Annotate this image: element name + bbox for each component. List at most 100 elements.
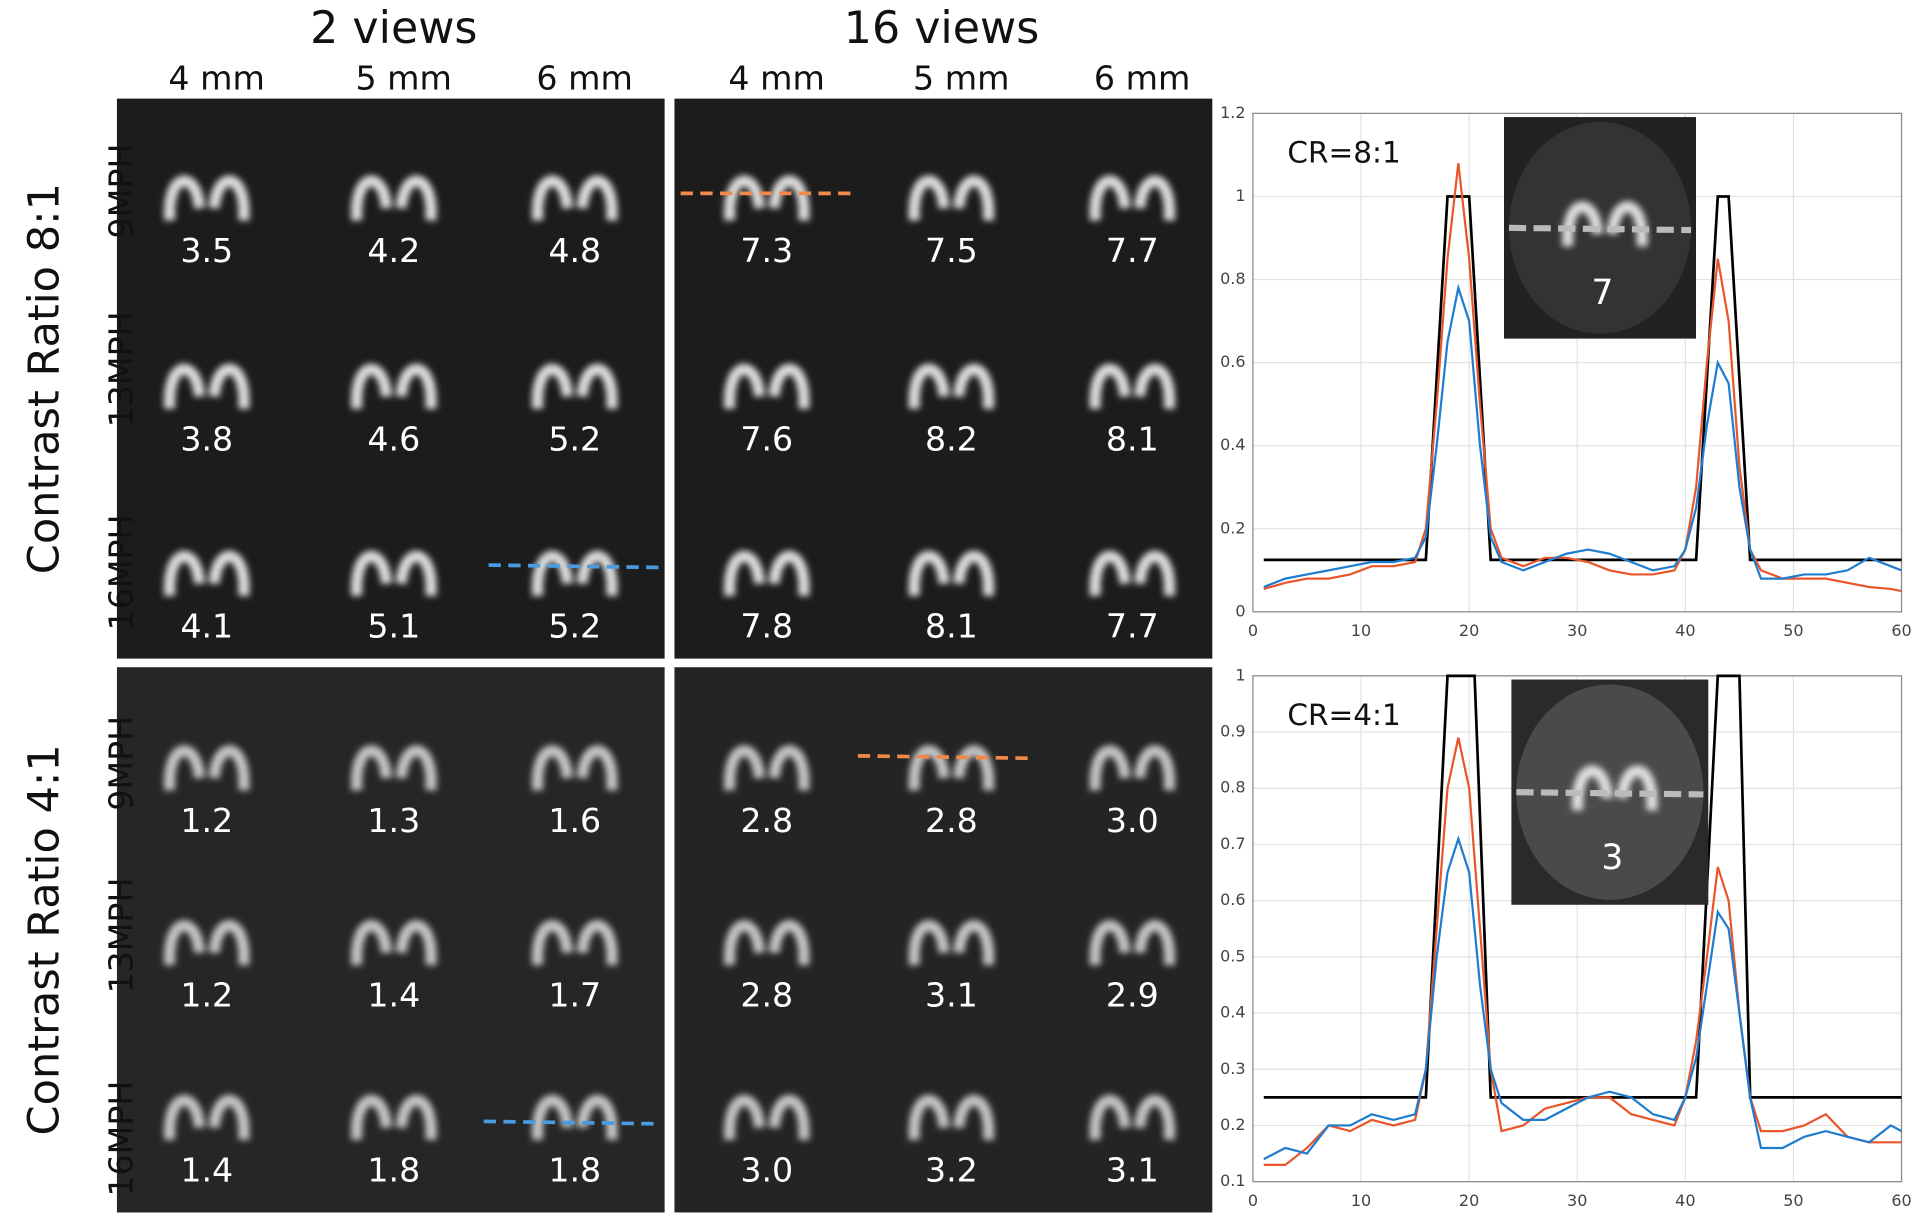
column-label: 5 mm	[355, 59, 451, 98]
kidney-shape	[576, 1094, 618, 1141]
kidney-shape	[164, 745, 205, 791]
kidney-shape	[953, 550, 995, 597]
column-label: 6 mm	[536, 59, 632, 98]
panel-label: Contrast Ratio 8:1	[19, 183, 69, 574]
x-tick-label: 60	[1891, 621, 1911, 640]
cell-value: 3.0	[740, 1150, 793, 1189]
kidney-shape	[1134, 550, 1175, 597]
cell-value: 7.8	[740, 606, 793, 645]
kidney-image	[351, 175, 437, 221]
kidney-image	[908, 745, 995, 791]
kidney-image	[908, 363, 995, 410]
cell-value: 7.5	[925, 231, 978, 270]
cell-value: 4.6	[367, 419, 420, 458]
kidney-shape	[576, 550, 618, 597]
cell-value: 7.7	[1106, 606, 1159, 645]
kidney-shape	[164, 175, 205, 221]
kidney-image	[724, 1094, 810, 1141]
kidney-shape	[532, 745, 573, 791]
y-tick-label: 0.4	[1220, 1003, 1245, 1022]
cell-value: 4.8	[548, 231, 601, 270]
kidney-shape	[164, 363, 205, 410]
kidney-shape	[576, 175, 618, 221]
cell-value: 5.1	[367, 606, 420, 645]
kidney-shape	[724, 1094, 765, 1141]
kidney-shape	[351, 363, 392, 410]
kidney-image	[532, 175, 618, 221]
cell-value: 2.8	[925, 801, 978, 840]
x-tick-label: 50	[1783, 621, 1803, 640]
inset-profile-line	[1508, 224, 1692, 234]
kidney-shape	[395, 175, 437, 221]
kidney-shape	[395, 745, 437, 791]
row-label: 16MPH	[102, 514, 141, 630]
x-tick-label: 40	[1675, 621, 1695, 640]
kidney-shape	[1134, 363, 1175, 410]
cell-value: 5.2	[548, 419, 601, 458]
x-tick-label: 20	[1459, 621, 1479, 640]
group-title: 2 views	[310, 3, 477, 54]
kidney-shape	[953, 363, 995, 410]
y-tick-label: 0.3	[1220, 1059, 1245, 1078]
kidney-shape	[208, 1094, 250, 1141]
kidney-image	[1089, 1094, 1175, 1141]
x-tick-label: 10	[1351, 621, 1371, 640]
y-tick-label: 0.9	[1220, 722, 1245, 741]
cell-value: 8.1	[1106, 419, 1159, 458]
cell-value: 5.2	[548, 606, 601, 645]
plot-frame	[1252, 112, 1903, 613]
kidney-image	[1089, 920, 1175, 966]
y-tick-label: 0.8	[1220, 269, 1245, 288]
kidney-shape	[908, 550, 950, 597]
kidney-shape	[724, 550, 765, 597]
cell-value: 2.8	[740, 801, 793, 840]
kidney-shape	[953, 920, 995, 966]
x-tick-label: 20	[1459, 1191, 1479, 1210]
kidney-shape	[208, 745, 250, 791]
kidney-image	[724, 175, 810, 221]
kidney-shape	[395, 920, 437, 966]
kidney-shape	[768, 550, 810, 597]
kidney-shape	[208, 920, 250, 966]
y-tick-label: 0.4	[1220, 435, 1245, 454]
x-tick-label: 10	[1351, 1191, 1371, 1210]
kidney-shape	[1089, 920, 1131, 966]
kidney-shape	[908, 363, 950, 410]
profile-line	[483, 1119, 661, 1126]
kidney-shape	[768, 920, 810, 966]
y-tick-label: 1.2	[1220, 103, 1245, 122]
kidney-shape	[395, 1094, 437, 1141]
row-label: 16MPH	[102, 1081, 141, 1197]
kidney-image	[724, 745, 810, 791]
kidney-shape	[208, 363, 250, 410]
x-tick-label: 0	[1248, 621, 1258, 640]
kidney-shape	[1089, 745, 1131, 791]
kidney-shape	[164, 920, 205, 966]
cell-value: 7.7	[1106, 231, 1159, 270]
kidney-shape	[724, 745, 765, 791]
kidney-image	[351, 363, 437, 410]
inset-label: 3	[1601, 838, 1623, 878]
column-label: 5 mm	[913, 59, 1009, 98]
kidney-shape	[208, 175, 250, 221]
cell-value: 1.4	[180, 1150, 233, 1189]
kidney-image	[908, 1094, 995, 1141]
kidney-shape	[908, 175, 950, 221]
kidney-shape	[576, 745, 618, 791]
data-line	[1263, 835, 1903, 1161]
kidney-image	[908, 920, 995, 966]
inset-profile-line	[1516, 789, 1704, 798]
kidney-shape	[724, 363, 765, 410]
kidney-image	[164, 745, 250, 791]
x-tick-label: 30	[1567, 621, 1587, 640]
kidney-image	[724, 920, 810, 966]
cell-value: 8.2	[925, 419, 978, 458]
kidney-shape	[1134, 920, 1175, 966]
kidney-shape	[724, 920, 765, 966]
kidney-shape	[908, 920, 950, 966]
y-tick-label: 0.2	[1220, 518, 1245, 537]
kidney-image	[1089, 175, 1175, 221]
cell-value: 2.9	[1106, 976, 1159, 1015]
kidney-image	[164, 1094, 250, 1141]
